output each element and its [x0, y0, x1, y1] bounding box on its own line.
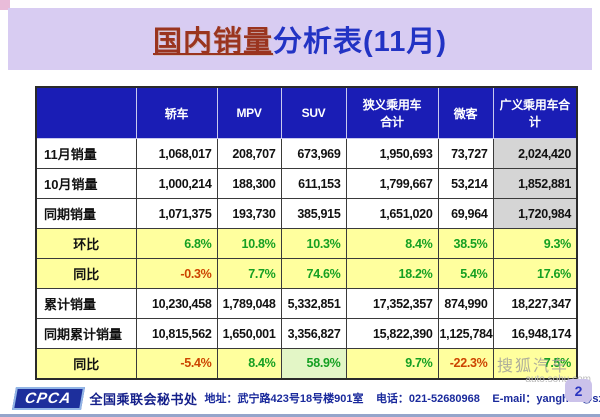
table-cell: 3,356,827 — [280, 318, 347, 349]
column-header: 狭义乘用车 合计 — [345, 87, 439, 139]
table-cell: 385,915 — [280, 198, 347, 229]
row-label: 同期销量 — [35, 198, 137, 229]
table-cell: 69,964 — [437, 198, 494, 229]
bottom-divider — [0, 414, 600, 417]
table-cell: 1,852,881 — [492, 168, 578, 199]
column-header: MPV — [216, 87, 282, 139]
table-row: 累计销量 10,230,458 1,789,048 5,332,851 17,352,3… — [35, 288, 578, 319]
title-banner: 国内销量 分析表(11月) — [8, 8, 592, 70]
address-text: 地址：武宁路423号18号楼901室 — [204, 393, 364, 405]
table-cell: 18.2% — [345, 258, 439, 289]
table-cell: 1,651,020 — [345, 198, 439, 229]
table-cell: 1,071,375 — [135, 198, 218, 229]
table-cell: 8.4% — [216, 348, 282, 379]
table-cell: 5.4% — [437, 258, 494, 289]
row-label: 同比 — [35, 258, 137, 289]
row-label: 累计销量 — [35, 288, 137, 319]
table-cell: 16,948,174 — [492, 318, 578, 349]
table-cell: 1,068,017 — [135, 138, 218, 169]
table-cell: 611,153 — [280, 168, 347, 199]
column-header: 轿车 — [135, 87, 218, 139]
page-number-badge: 2 — [565, 379, 592, 402]
table-cell: 2,024,420 — [492, 138, 578, 169]
table-cell: 18,227,347 — [492, 288, 578, 319]
column-header: SUV — [280, 87, 347, 139]
table-cell: 1,789,048 — [216, 288, 282, 319]
table-cell: 1,125,784 — [437, 318, 494, 349]
row-label: 环比 — [35, 228, 137, 259]
table-cell: 1,000,214 — [135, 168, 218, 199]
table-cell: 10,815,562 — [135, 318, 218, 349]
table-cell: 6.8% — [135, 228, 218, 259]
corner-header-cell — [36, 87, 137, 139]
cpca-logo: CPCA — [11, 386, 85, 410]
table-cell: -0.3% — [135, 258, 218, 289]
table-cell: 15,822,390 — [345, 318, 439, 349]
table-cell: 188,300 — [216, 168, 282, 199]
table-cell: 1,650,001 — [216, 318, 282, 349]
table-cell: 53,214 — [437, 168, 494, 199]
table-cell: 17.6% — [492, 258, 578, 289]
table-cell: 9.3% — [492, 228, 578, 259]
table-row: 10月销量 1,000,214 188,300 611,153 1,799,667 53,… — [35, 168, 578, 199]
table-cell: 7.5% — [492, 348, 578, 379]
table-cell: 1,720,984 — [492, 198, 578, 229]
header-row: 轿车 MPV SUV 狭义乘用车 合计 微客 广义乘用车合计 — [36, 87, 577, 139]
column-header: 广义乘用车合计 — [492, 87, 577, 139]
table-row: 环比 6.8% 10.8% 10.3% 8.4% 38.5% 9.3% — [35, 228, 578, 259]
table-cell: -5.4% — [135, 348, 218, 379]
table-cell: 193,730 — [216, 198, 282, 229]
table-cell: 874,990 — [437, 288, 494, 319]
row-label: 同期累计销量 — [35, 318, 137, 349]
table-row: 同比 -0.3% 7.7% 74.6% 18.2% 5.4% 17.6% — [35, 258, 578, 289]
table-cell: 8.4% — [345, 228, 439, 259]
table-cell: 74.6% — [280, 258, 347, 289]
table-row: 同期销量 1,071,375 193,730 385,915 1,651,020 69,9… — [35, 198, 578, 229]
table-cell: 10.3% — [280, 228, 347, 259]
footer: CPCA 全国乘联会秘书处 地址：武宁路423号18号楼901室 电话：021-… — [11, 385, 600, 411]
table-cell: 10.8% — [216, 228, 282, 259]
table-cell: 38.5% — [437, 228, 494, 259]
table-cell: 673,969 — [280, 138, 347, 169]
sales-table-container: 轿车 MPV SUV 狭义乘用车 合计 微客 广义乘用车合计 11月销量 1,068,017… — [35, 86, 578, 380]
table-cell: 58.9% — [280, 348, 347, 379]
phone-text: 电话：021-52680968 — [375, 393, 480, 405]
table-cell: 10,230,458 — [135, 288, 218, 319]
table-cell: 9.7% — [345, 348, 439, 379]
page-title-highlight: 国内销量 — [153, 26, 274, 58]
table-cell: 73,727 — [437, 138, 494, 169]
table-row: 同期累计销量 10,815,562 1,650,001 3,356,827 15,822… — [35, 318, 578, 349]
sales-table: 轿车 MPV SUV 狭义乘用车 合计 微客 广义乘用车合计 11月销量 1,068,017… — [35, 86, 578, 380]
column-header: 微客 — [437, 87, 494, 139]
table-cell: 7.7% — [216, 258, 282, 289]
table-row: 同比 -5.4% 8.4% 58.9% 9.7% -22.3% 7.5% — [35, 348, 578, 379]
watermark-site: auto.sohu.com — [525, 374, 591, 385]
contact-info: 地址：武宁路423号18号楼901室 电话：021-52680968 E-mai… — [205, 389, 600, 407]
table-row: 11月销量 1,068,017 208,707 673,969 1,950,693 73,… — [35, 138, 578, 169]
organization-name: 全国乘联会秘书处 — [89, 391, 198, 407]
row-label: 11月销量 — [35, 138, 137, 169]
watermark-brand: 搜狐汽车 — [497, 358, 570, 375]
corner-decoration — [0, 0, 10, 10]
table-cell: 1,799,667 — [345, 168, 439, 199]
row-label: 10月销量 — [35, 168, 137, 199]
table-cell: 5,332,851 — [280, 288, 347, 319]
page-title-rest: 分析表(11月) — [273, 26, 447, 58]
table-cell: 17,352,357 — [345, 288, 439, 319]
table-cell: 208,707 — [216, 138, 282, 169]
row-label: 同比 — [35, 348, 137, 379]
table-cell: -22.3% — [437, 348, 494, 379]
table-cell: 1,950,693 — [345, 138, 439, 169]
